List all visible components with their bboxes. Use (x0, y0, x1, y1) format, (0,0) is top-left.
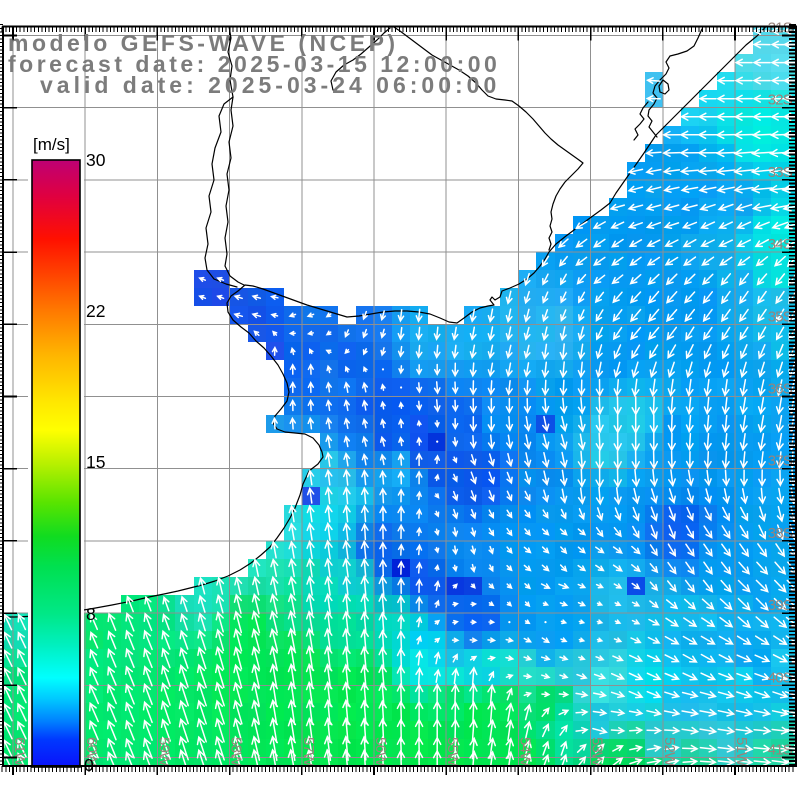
svg-text:52W: 52W (661, 737, 678, 767)
svg-text:forecast date: 2025-03-15 12:0: forecast date: 2025-03-15 12:00:00 (8, 51, 500, 77)
svg-text:39S: 39S (768, 597, 793, 614)
svg-text:53W: 53W (589, 737, 606, 767)
svg-text:37S: 37S (768, 453, 793, 470)
svg-text:[m/s]: [m/s] (33, 135, 70, 154)
svg-text:51W: 51W (733, 737, 750, 767)
svg-text:55W: 55W (444, 737, 461, 767)
svg-text:54W: 54W (516, 737, 533, 767)
svg-text:valid date: 2025-03-24 06:00:0: valid date: 2025-03-24 06:00:00 (40, 72, 500, 98)
svg-text:32S: 32S (768, 92, 793, 109)
svg-text:30: 30 (86, 150, 106, 170)
svg-text:59W: 59W (155, 737, 172, 767)
svg-text:57W: 57W (300, 737, 317, 767)
svg-text:22: 22 (86, 301, 105, 321)
svg-text:58W: 58W (228, 737, 245, 767)
svg-text:34S: 34S (768, 236, 793, 253)
svg-text:33S: 33S (768, 164, 793, 181)
svg-text:41S: 41S (768, 742, 793, 759)
svg-text:60W: 60W (83, 737, 100, 767)
svg-text:35S: 35S (768, 308, 793, 325)
svg-text:56W: 56W (372, 737, 389, 767)
svg-text:modelo GEFS-WAVE (NCEP): modelo GEFS-WAVE (NCEP) (8, 30, 399, 56)
svg-text:15: 15 (86, 452, 105, 472)
svg-text:36S: 36S (768, 381, 793, 398)
svg-text:38S: 38S (768, 525, 793, 542)
svg-text:31S: 31S (768, 20, 793, 37)
svg-text:8: 8 (86, 604, 96, 624)
svg-text:61W: 61W (11, 737, 28, 767)
svg-text:40S: 40S (768, 669, 793, 686)
